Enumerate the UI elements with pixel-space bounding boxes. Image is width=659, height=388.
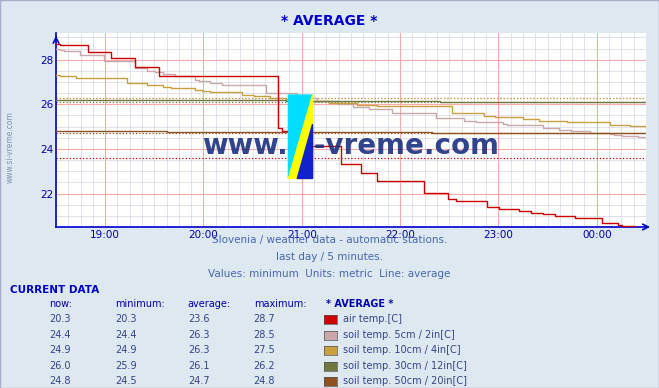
Text: 28.7: 28.7 — [254, 314, 275, 324]
Polygon shape — [289, 95, 312, 178]
Text: 20.3: 20.3 — [115, 314, 137, 324]
Text: soil temp. 50cm / 20in[C]: soil temp. 50cm / 20in[C] — [343, 376, 467, 386]
Text: Slovenia / weather data - automatic stations.: Slovenia / weather data - automatic stat… — [212, 234, 447, 244]
Text: now:: now: — [49, 298, 72, 308]
Text: * AVERAGE *: * AVERAGE * — [326, 298, 393, 308]
Text: 26.2: 26.2 — [254, 360, 275, 371]
Text: last day / 5 minutes.: last day / 5 minutes. — [276, 252, 383, 262]
Polygon shape — [289, 95, 312, 178]
Text: 26.3: 26.3 — [188, 345, 210, 355]
Text: Values: minimum  Units: metric  Line: average: Values: minimum Units: metric Line: aver… — [208, 269, 451, 279]
Text: maximum:: maximum: — [254, 298, 306, 308]
Text: 23.6: 23.6 — [188, 314, 210, 324]
Text: 24.5: 24.5 — [115, 376, 137, 386]
Text: average:: average: — [188, 298, 231, 308]
Text: 24.8: 24.8 — [254, 376, 275, 386]
Text: 27.5: 27.5 — [254, 345, 275, 355]
Polygon shape — [297, 124, 312, 178]
Text: 26.3: 26.3 — [188, 329, 210, 340]
Text: soil temp. 30cm / 12in[C]: soil temp. 30cm / 12in[C] — [343, 360, 467, 371]
Text: CURRENT DATA: CURRENT DATA — [10, 285, 99, 295]
Text: 26.0: 26.0 — [49, 360, 71, 371]
Text: 24.4: 24.4 — [115, 329, 137, 340]
Text: 24.9: 24.9 — [115, 345, 137, 355]
Text: 24.7: 24.7 — [188, 376, 210, 386]
Text: air temp.[C]: air temp.[C] — [343, 314, 402, 324]
Text: 28.5: 28.5 — [254, 329, 275, 340]
Text: soil temp. 5cm / 2in[C]: soil temp. 5cm / 2in[C] — [343, 329, 455, 340]
Text: www.si-vreme.com: www.si-vreme.com — [5, 111, 14, 184]
Text: 24.8: 24.8 — [49, 376, 71, 386]
Text: 24.9: 24.9 — [49, 345, 71, 355]
Text: soil temp. 10cm / 4in[C]: soil temp. 10cm / 4in[C] — [343, 345, 460, 355]
Text: minimum:: minimum: — [115, 298, 165, 308]
Text: * AVERAGE *: * AVERAGE * — [281, 14, 378, 28]
Text: 26.1: 26.1 — [188, 360, 210, 371]
Text: 20.3: 20.3 — [49, 314, 71, 324]
Text: www.si-vreme.com: www.si-vreme.com — [202, 132, 500, 159]
Text: 25.9: 25.9 — [115, 360, 137, 371]
Text: 24.4: 24.4 — [49, 329, 71, 340]
